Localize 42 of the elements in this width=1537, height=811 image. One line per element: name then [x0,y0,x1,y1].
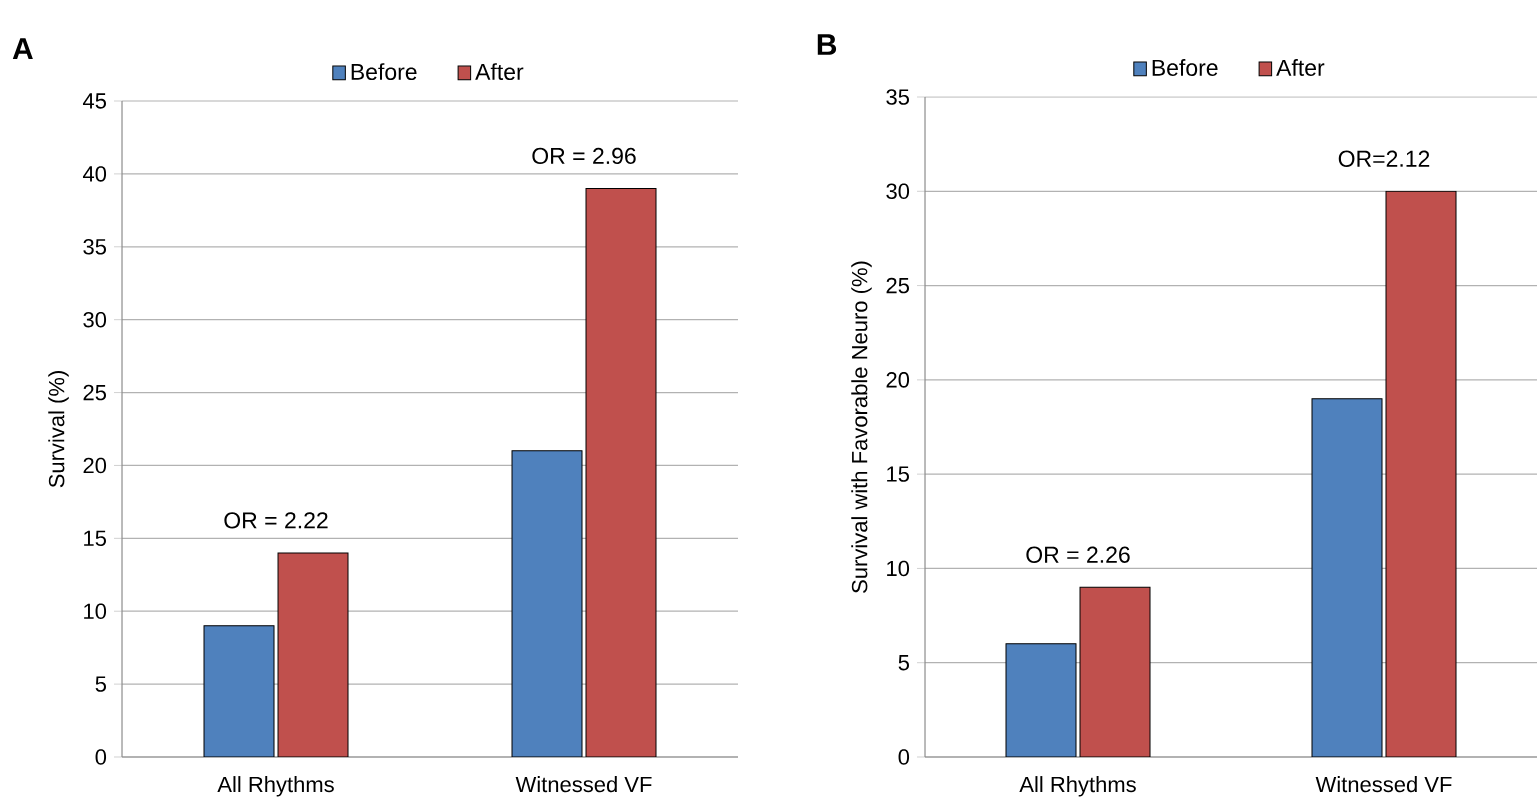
y-tick-label: 10 [84,603,107,620]
bar [511,450,583,757]
x-tick-label: Witnessed VF [515,776,652,793]
y-tick-label: 25 [83,384,106,401]
chart-title: B [817,34,837,55]
bar [277,552,349,757]
y-tick-label: 0 [898,749,910,765]
y-tick-label: 20 [83,457,107,474]
bar [585,187,657,757]
bar [1005,643,1077,757]
bar [1311,398,1383,757]
legend-label: After [1276,59,1325,76]
legend-label: After [475,63,524,80]
bar [1079,586,1151,757]
chart-title: A [12,38,33,59]
annotation: OR = 2.22 [224,512,328,529]
y-tick-label: 30 [886,183,910,200]
y-tick-label: 15 [84,530,106,547]
y-tick-label: 5 [95,676,106,692]
legend-label: Before [1152,59,1218,76]
y-tick-label: 15 [887,466,909,482]
y-tick-label: 30 [83,311,107,328]
x-tick-label: All Rhythms [1019,776,1136,797]
y-tick-label: 40 [82,166,107,182]
y-axis-title: Survival with Favorable Neuro (%) [851,261,872,593]
x-tick-label: Witnessed VF [1315,776,1452,793]
y-tick-label: 45 [82,93,106,109]
y-tick-label: 20 [886,372,910,388]
bar [203,625,275,757]
y-axis-title: Survival (%) [48,371,69,488]
bar [1385,190,1457,757]
y-tick-label: 25 [886,277,909,294]
y-tick-label: 5 [898,655,909,671]
annotation: OR = 2.26 [1026,546,1130,563]
y-tick-label: 35 [83,239,106,255]
legend-label: Before [351,63,417,80]
y-tick-label: 10 [887,560,910,577]
y-tick-label: 35 [886,89,909,105]
x-tick-label: All Rhythms [217,776,334,797]
annotation: OR=2.12 [1338,150,1430,167]
y-tick-label: 0 [95,749,107,765]
annotation: OR = 2.96 [532,147,636,165]
